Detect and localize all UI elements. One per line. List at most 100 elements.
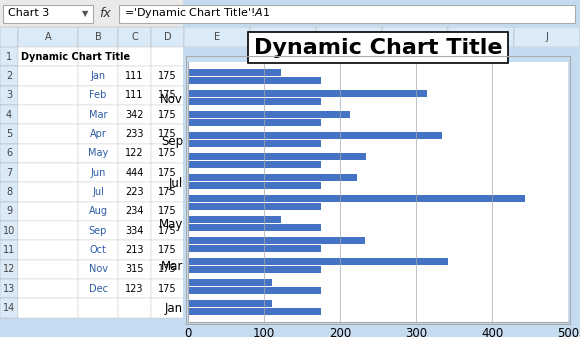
- Bar: [151, 27, 184, 47]
- Bar: [18, 182, 78, 202]
- Text: 175: 175: [158, 264, 177, 274]
- Text: 315: 315: [125, 264, 144, 274]
- Text: 444: 444: [125, 168, 144, 178]
- Bar: [18, 124, 78, 144]
- Text: 8: 8: [6, 187, 12, 197]
- Text: 2: 2: [6, 71, 12, 81]
- Bar: [0, 279, 18, 298]
- Bar: [0, 240, 18, 260]
- Bar: [78, 47, 118, 66]
- Text: 223: 223: [125, 187, 144, 197]
- Text: B: B: [95, 32, 102, 42]
- Bar: [0, 298, 18, 318]
- Text: Dynamic Chart Title: Dynamic Chart Title: [21, 52, 130, 62]
- Bar: [18, 144, 78, 163]
- Bar: [78, 124, 118, 144]
- Text: 342: 342: [125, 110, 144, 120]
- Bar: [0, 144, 18, 163]
- Text: F: F: [280, 32, 286, 42]
- Text: B: B: [95, 32, 102, 42]
- Bar: [18, 163, 78, 182]
- Bar: [188, 90, 427, 97]
- Text: Jan: Jan: [90, 71, 106, 81]
- Bar: [382, 27, 448, 47]
- Bar: [188, 195, 525, 202]
- Text: Jul: Jul: [92, 187, 104, 197]
- Bar: [118, 105, 151, 124]
- Bar: [514, 27, 580, 47]
- Bar: [151, 260, 184, 279]
- Bar: [188, 216, 281, 223]
- Bar: [78, 144, 118, 163]
- Text: 13: 13: [3, 284, 15, 294]
- Bar: [18, 105, 78, 124]
- Bar: [18, 27, 78, 47]
- Text: 175: 175: [158, 245, 177, 255]
- Bar: [118, 144, 151, 163]
- Bar: [188, 245, 321, 252]
- Bar: [0, 27, 18, 47]
- Bar: [118, 27, 151, 47]
- Text: 122: 122: [125, 148, 144, 158]
- Bar: [188, 132, 442, 140]
- Text: I: I: [480, 32, 483, 42]
- Text: 12: 12: [3, 264, 15, 274]
- Text: 123: 123: [125, 284, 144, 294]
- Text: 7: 7: [6, 168, 12, 178]
- Bar: [151, 298, 184, 318]
- Text: D: D: [164, 32, 171, 42]
- Bar: [0, 163, 18, 182]
- Bar: [188, 111, 350, 118]
- Text: Feb: Feb: [89, 90, 107, 100]
- Text: 234: 234: [125, 206, 144, 216]
- Bar: [188, 279, 273, 286]
- Text: Oct: Oct: [89, 245, 107, 255]
- Text: 111: 111: [125, 90, 144, 100]
- Bar: [0, 0, 183, 27]
- Bar: [151, 47, 184, 66]
- Bar: [119, 4, 575, 23]
- Bar: [18, 47, 78, 66]
- Text: E: E: [214, 32, 220, 42]
- Bar: [188, 266, 321, 273]
- Bar: [188, 174, 357, 181]
- Text: G: G: [345, 32, 353, 42]
- Bar: [78, 86, 118, 105]
- Bar: [78, 66, 118, 86]
- Bar: [188, 286, 321, 294]
- Text: 175: 175: [158, 187, 177, 197]
- Text: May: May: [88, 148, 108, 158]
- Bar: [78, 27, 118, 47]
- Bar: [118, 27, 151, 47]
- Bar: [78, 298, 118, 318]
- Text: 334: 334: [125, 226, 144, 236]
- Bar: [188, 98, 321, 105]
- Bar: [78, 260, 118, 279]
- Text: Dec: Dec: [89, 284, 107, 294]
- Text: A: A: [45, 32, 51, 42]
- Bar: [151, 240, 184, 260]
- Bar: [151, 124, 184, 144]
- Bar: [188, 300, 273, 307]
- Text: 175: 175: [158, 206, 177, 216]
- Bar: [151, 66, 184, 86]
- Bar: [188, 140, 321, 147]
- Text: 1: 1: [6, 52, 12, 62]
- Text: Chart 3: Chart 3: [8, 8, 49, 19]
- Bar: [78, 240, 118, 260]
- Bar: [78, 221, 118, 240]
- Bar: [188, 153, 366, 160]
- Bar: [78, 182, 118, 202]
- Bar: [188, 203, 321, 210]
- Text: 6: 6: [6, 148, 12, 158]
- Bar: [0, 182, 18, 202]
- Bar: [118, 221, 151, 240]
- Text: 233: 233: [125, 129, 144, 139]
- Bar: [118, 124, 151, 144]
- Text: D: D: [164, 32, 171, 42]
- Text: fx: fx: [99, 7, 111, 20]
- Text: 3: 3: [6, 90, 12, 100]
- Text: 175: 175: [158, 226, 177, 236]
- Text: 14: 14: [3, 303, 15, 313]
- Bar: [151, 27, 184, 47]
